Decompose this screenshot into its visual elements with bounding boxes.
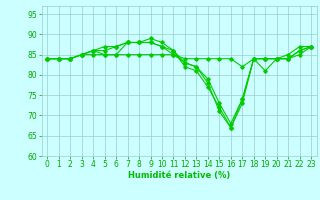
X-axis label: Humidité relative (%): Humidité relative (%) bbox=[128, 171, 230, 180]
